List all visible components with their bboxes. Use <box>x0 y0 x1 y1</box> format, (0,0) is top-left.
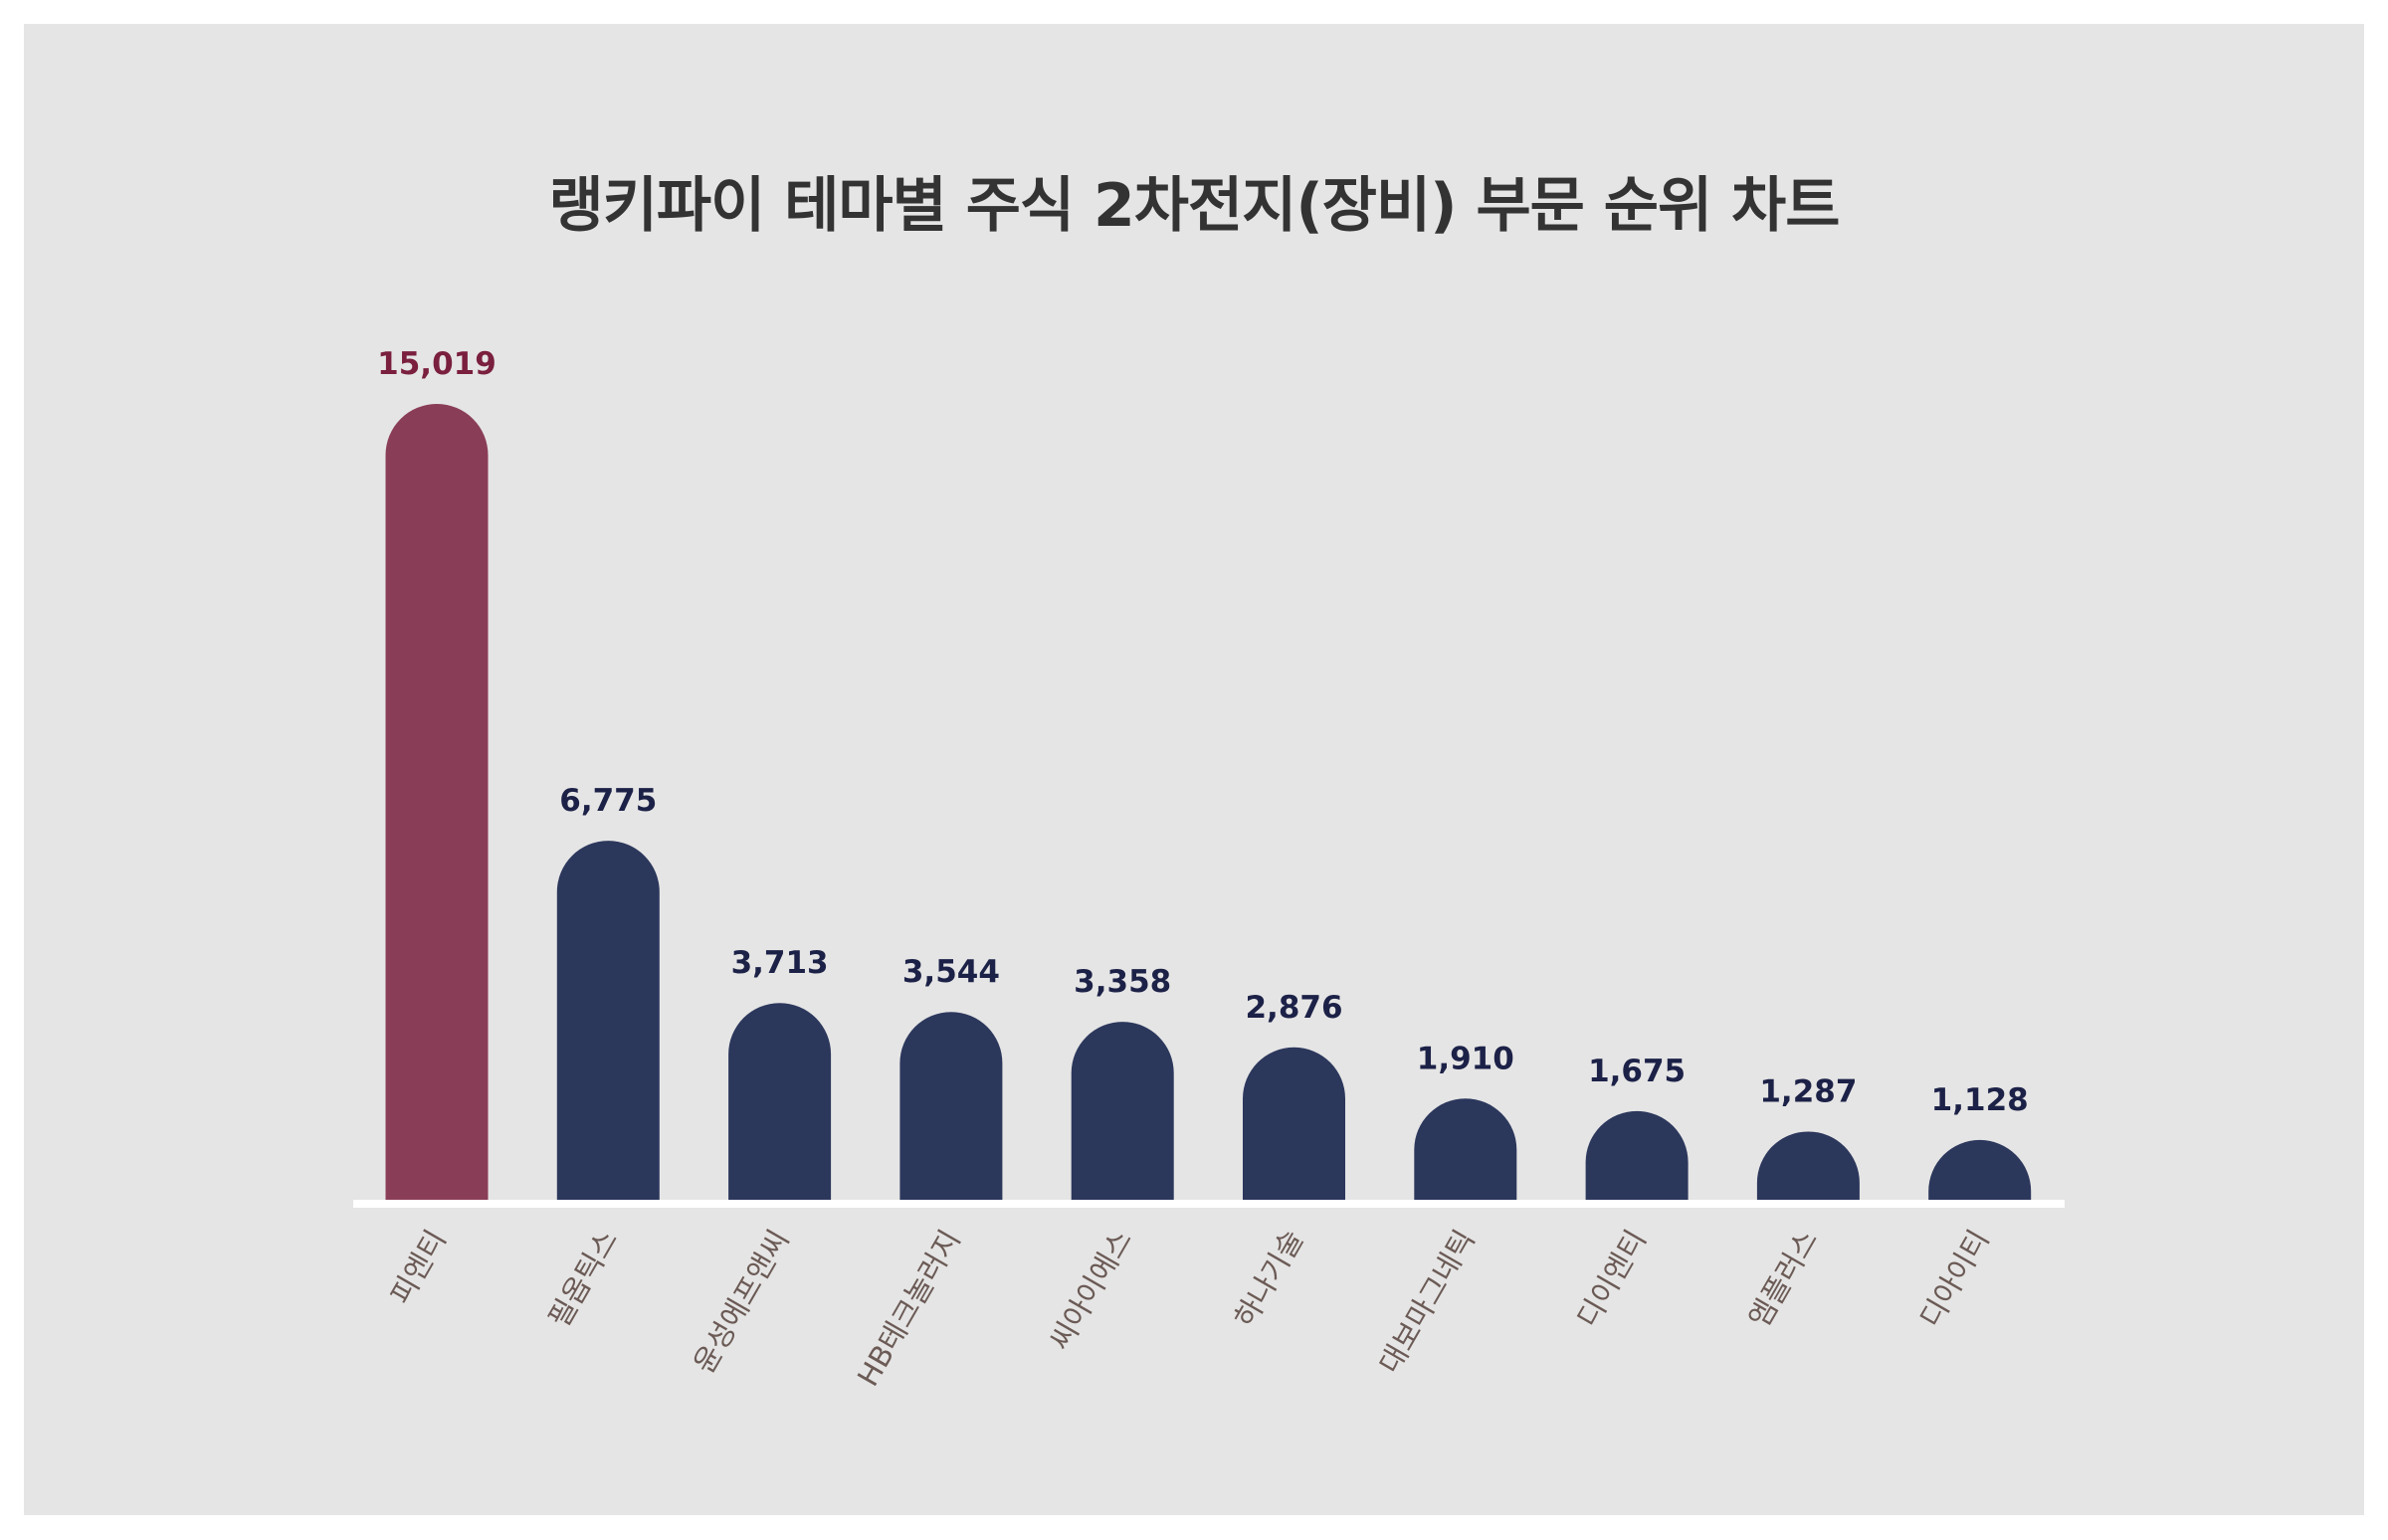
bar-2 <box>556 841 660 1200</box>
bar-10 <box>1928 1139 2032 1200</box>
value-label: 1,675 <box>1588 1054 1686 1089</box>
chart-title: 랭키파이 테마별 주식 2차전지(장비) 부문 순위 차트 <box>548 171 1841 241</box>
category-label: 디아이티 <box>1913 1225 1996 1333</box>
bar-7 <box>1414 1098 1517 1200</box>
value-label: 6,775 <box>559 783 657 819</box>
bar-6 <box>1243 1047 1345 1200</box>
value-label: 2,876 <box>1245 990 1342 1026</box>
bar-4 <box>899 1012 1003 1200</box>
value-label: 15,019 <box>377 346 497 382</box>
x-axis-baseline <box>353 1200 2065 1208</box>
value-label: 1,287 <box>1759 1073 1857 1109</box>
category-label: HB테크놀러지 <box>851 1225 967 1393</box>
value-label: 3,713 <box>731 945 829 981</box>
category-label: 디이엔티 <box>1570 1225 1653 1333</box>
bar-9 <box>1756 1131 1860 1200</box>
bar-3 <box>728 1003 832 1200</box>
category-label: 하나기술 <box>1228 1225 1310 1333</box>
category-label: 윤성에프앤씨 <box>687 1225 795 1380</box>
value-label: 1,128 <box>1931 1082 2029 1118</box>
category-label: 씨아이에스 <box>1043 1225 1138 1357</box>
value-label: 3,544 <box>902 954 1000 990</box>
value-label: 1,910 <box>1417 1041 1514 1076</box>
bar-1 <box>385 404 489 1200</box>
category-label: 대보마그네틱 <box>1372 1225 1481 1380</box>
category-label: 피엔티 <box>384 1225 453 1310</box>
category-label: 엠플러스 <box>1742 1225 1825 1333</box>
bar-5 <box>1071 1022 1174 1200</box>
bar-8 <box>1585 1110 1689 1200</box>
value-label: 3,358 <box>1074 964 1171 1000</box>
category-label: 필옵틱스 <box>542 1225 625 1333</box>
